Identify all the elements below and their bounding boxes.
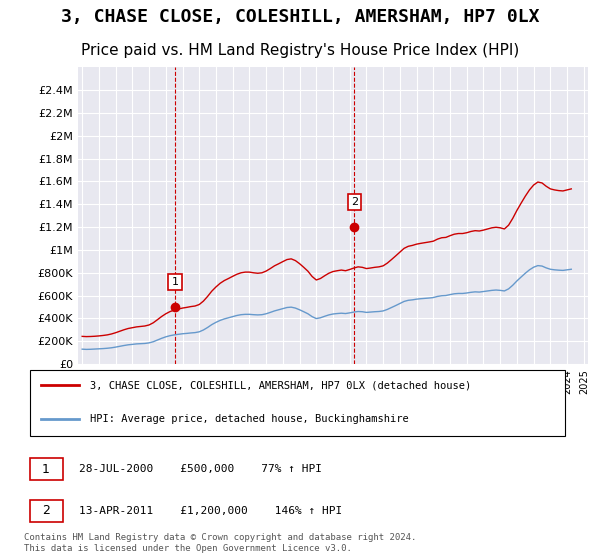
- FancyBboxPatch shape: [29, 371, 565, 436]
- Text: 1: 1: [42, 463, 50, 475]
- Text: 2: 2: [351, 197, 358, 207]
- Text: 3, CHASE CLOSE, COLESHILL, AMERSHAM, HP7 0LX (detached house): 3, CHASE CLOSE, COLESHILL, AMERSHAM, HP7…: [90, 380, 472, 390]
- Text: HPI: Average price, detached house, Buckinghamshire: HPI: Average price, detached house, Buck…: [90, 414, 409, 424]
- Text: 3, CHASE CLOSE, COLESHILL, AMERSHAM, HP7 0LX: 3, CHASE CLOSE, COLESHILL, AMERSHAM, HP7…: [61, 8, 539, 26]
- Text: 2: 2: [42, 505, 50, 517]
- Text: 28-JUL-2000    £500,000    77% ↑ HPI: 28-JUL-2000 £500,000 77% ↑ HPI: [79, 464, 322, 474]
- FancyBboxPatch shape: [29, 500, 62, 522]
- FancyBboxPatch shape: [29, 458, 62, 480]
- Text: Contains HM Land Registry data © Crown copyright and database right 2024.
This d: Contains HM Land Registry data © Crown c…: [24, 533, 416, 553]
- Text: 1: 1: [172, 277, 179, 287]
- Text: Price paid vs. HM Land Registry's House Price Index (HPI): Price paid vs. HM Land Registry's House …: [81, 43, 519, 58]
- Text: 13-APR-2011    £1,200,000    146% ↑ HPI: 13-APR-2011 £1,200,000 146% ↑ HPI: [79, 506, 343, 516]
